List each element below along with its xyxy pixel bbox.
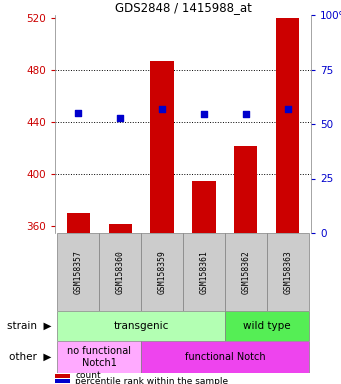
Text: no functional
Notch1: no functional Notch1 [67,346,131,368]
Text: wild type: wild type [243,321,291,331]
Text: percentile rank within the sample: percentile rank within the sample [75,377,228,384]
Point [243,111,249,117]
Text: functional Notch: functional Notch [185,352,265,362]
Point [159,106,165,112]
Bar [99,233,141,311]
Bar [225,311,309,341]
Bar [192,181,216,233]
Bar [57,341,141,373]
Bar [55,379,70,384]
Bar [57,233,99,311]
Text: GSM158359: GSM158359 [158,250,166,294]
Bar [141,341,309,373]
Bar [55,374,70,378]
Point [117,115,123,121]
Bar [150,61,174,233]
Point [75,110,81,116]
Bar [267,233,309,311]
Text: GSM158357: GSM158357 [74,250,83,294]
Text: GSM158360: GSM158360 [116,250,124,294]
Bar [57,311,225,341]
Bar [183,233,225,311]
Text: other  ▶: other ▶ [9,352,51,362]
Title: GDS2848 / 1415988_at: GDS2848 / 1415988_at [115,1,251,14]
Text: transgenic: transgenic [113,321,169,331]
Text: strain  ▶: strain ▶ [7,321,51,331]
Bar [141,233,183,311]
Bar [108,224,132,233]
Text: GSM158361: GSM158361 [199,250,208,294]
Point [201,111,207,117]
Point [285,106,291,112]
Text: GSM158362: GSM158362 [241,250,250,294]
Bar [276,18,299,233]
Text: GSM158363: GSM158363 [283,250,293,294]
Bar [225,233,267,311]
Bar [234,146,257,233]
Bar [66,214,90,233]
Text: count: count [75,371,101,381]
